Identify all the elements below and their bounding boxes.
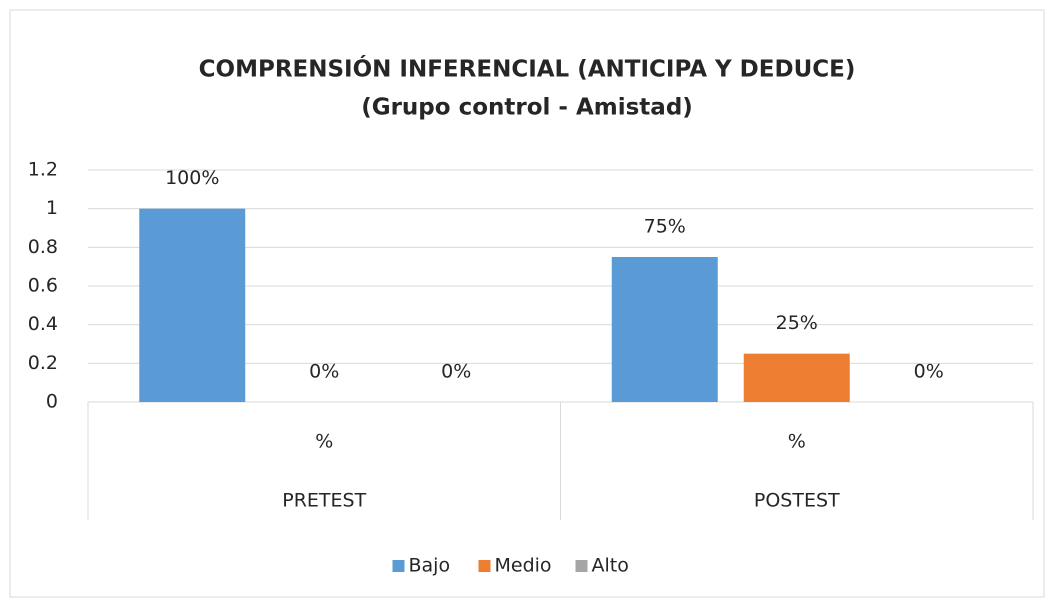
data-label: 25% [776,312,818,334]
bar [611,257,718,402]
bar [743,353,850,402]
legend-swatch [392,560,405,572]
data-label: 0% [914,361,944,383]
y-tick-label: 0 [46,391,58,413]
chart-title: COMPRENSIÓN INFERENCIAL (ANTICIPA Y DEDU… [199,55,856,83]
y-tick-label: 1 [46,197,58,219]
y-tick-label: 0.4 [28,313,58,335]
y-tick-label: 0.8 [28,236,58,258]
group-label: PRETEST [282,490,366,512]
data-label: 0% [309,361,339,383]
legend-label: Bajo [409,555,451,577]
y-tick-label: 1.2 [28,159,58,181]
legend-label: Medio [495,555,552,577]
legend-label: Alto [592,555,629,577]
y-tick-label: 0.6 [28,275,58,297]
data-label: 100% [165,167,219,189]
data-label: 75% [644,216,686,238]
x-tick-label: % [788,431,806,453]
chart-subtitle: (Grupo control - Amistad) [361,95,693,121]
y-tick-label: 0.2 [28,352,58,374]
data-label: 0% [441,361,471,383]
legend-swatch [478,560,491,572]
bar [139,208,246,402]
x-tick-label: % [315,431,333,453]
group-label: POSTEST [754,490,840,512]
legend-swatch [575,560,588,572]
